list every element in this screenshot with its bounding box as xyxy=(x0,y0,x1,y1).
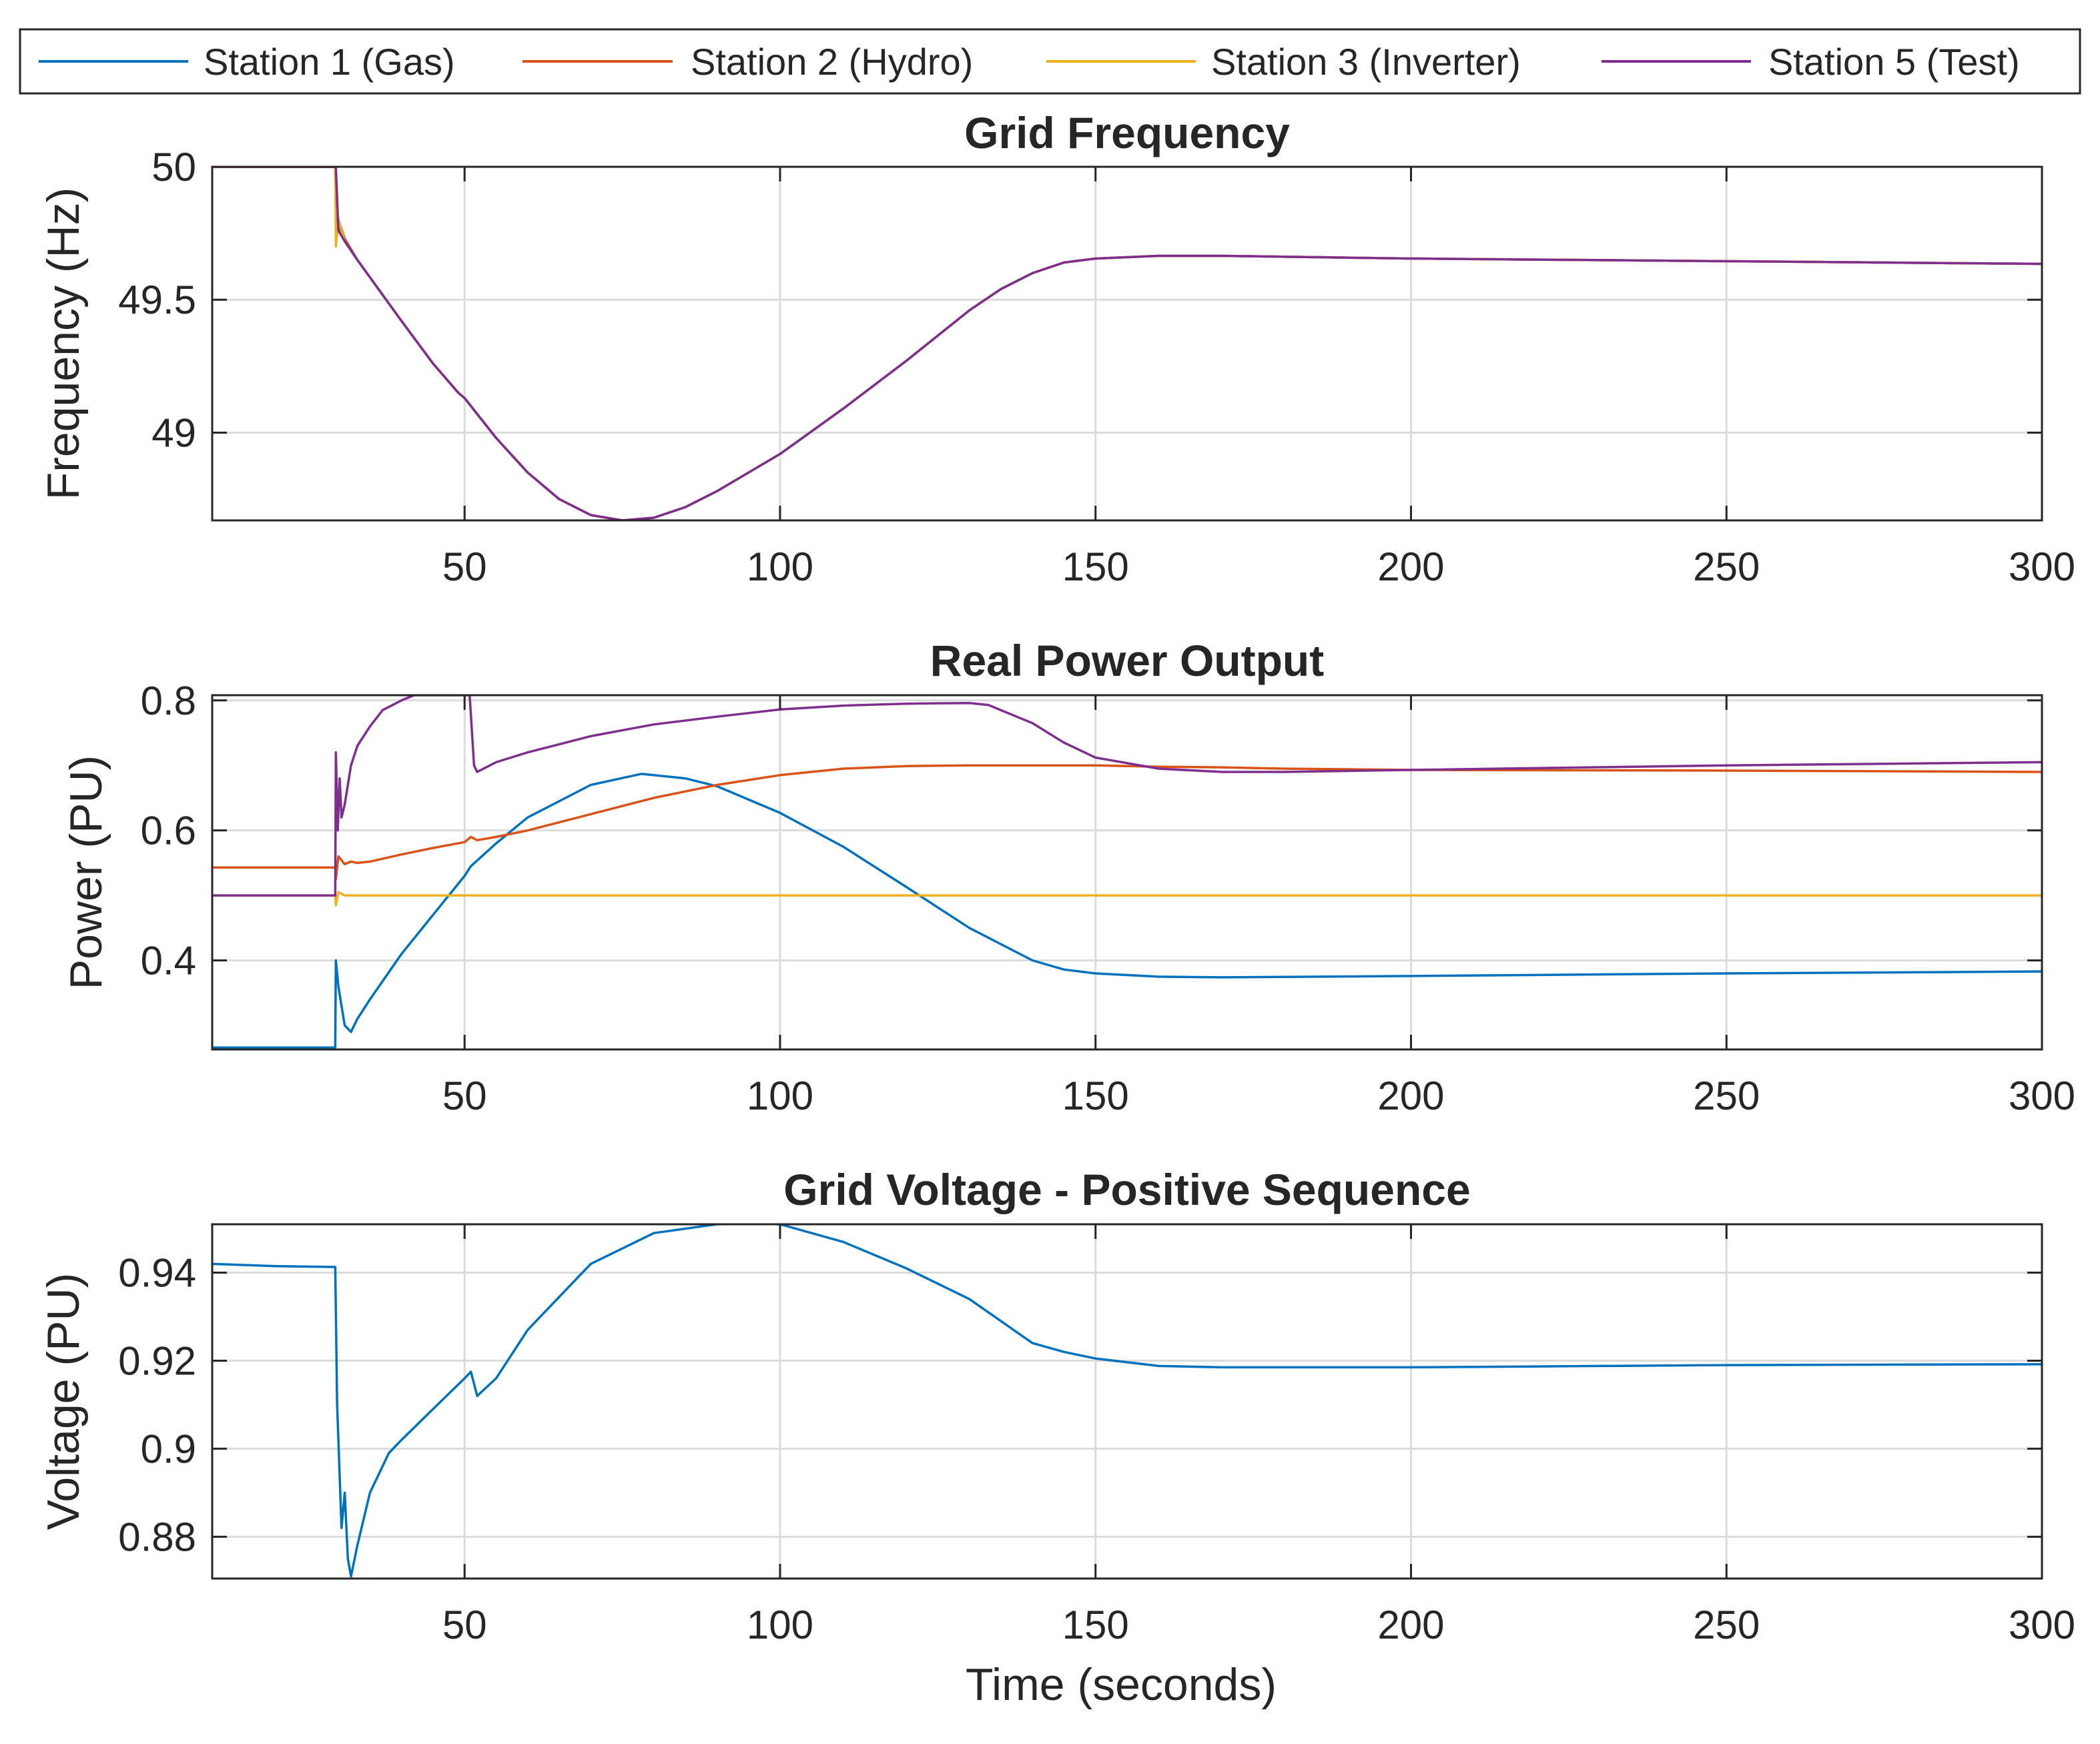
legend-label-station-2: Station 2 (Hydro) xyxy=(691,41,973,83)
voltage-x-tick-label-1: 100 xyxy=(747,1603,813,1647)
frequency-x-tick-label-2: 150 xyxy=(1062,544,1129,589)
legend: Station 1 (Gas) Station 2 (Hydro) Statio… xyxy=(19,28,2081,95)
legend-label-station-1: Station 1 (Gas) xyxy=(204,41,455,83)
voltage-y-tick-label-1: 0.9 xyxy=(141,1426,196,1471)
power-title: Real Power Output xyxy=(930,636,1324,685)
voltage-axes-frame xyxy=(211,1223,2043,1580)
power-y-tick-label-1: 0.6 xyxy=(141,809,196,853)
voltage-y-tick-label-3: 0.94 xyxy=(118,1251,196,1296)
power-y-tick-label-0: 0.4 xyxy=(141,939,196,983)
voltage-x-tick-label-3: 200 xyxy=(1377,1603,1444,1647)
legend-entry-station-1: Station 1 (Gas) xyxy=(39,41,455,83)
power-y-axis-label: Power (PU) xyxy=(61,755,111,989)
frequency-title: Grid Frequency xyxy=(964,108,1290,157)
power-y-tick-label-2: 0.8 xyxy=(141,679,196,723)
voltage-series-station-1-gas xyxy=(212,1224,2042,1578)
power-x-tick-label-2: 150 xyxy=(1062,1073,1129,1118)
power-x-tick-label-3: 200 xyxy=(1377,1073,1444,1118)
panel-grid-voltage: 50 100 150 200 250 300 0.88 0.9 0.92 0.94 Grid Vol… xyxy=(38,1165,2075,1647)
power-series-station-2-hydro xyxy=(212,764,2042,881)
frequency-series-station-3-inverter xyxy=(212,167,2042,520)
voltage-title: Grid Voltage - Positive Sequence xyxy=(783,1165,1470,1214)
frequency-axes-frame xyxy=(211,165,2043,522)
voltage-y-tick-label-0: 0.88 xyxy=(118,1514,196,1559)
power-series-station-5-test xyxy=(212,695,2042,897)
voltage-y-axis-label: Voltage (PU) xyxy=(38,1273,89,1531)
frequency-x-tick-label-4: 250 xyxy=(1693,544,1760,589)
power-x-tick-label-5: 300 xyxy=(2009,1073,2075,1118)
legend-label-station-5: Station 5 (Test) xyxy=(1768,41,2020,83)
power-series-station-3-inverter xyxy=(212,891,2042,907)
frequency-y-tick-label-2: 50 xyxy=(151,145,196,189)
panel-real-power-output: 50 100 150 200 250 300 0.4 0.6 0.8 Real Power Out… xyxy=(61,636,2075,1118)
frequency-x-tick-label-3: 200 xyxy=(1377,544,1444,589)
power-series-station-1-gas xyxy=(212,773,2042,1049)
voltage-series-group xyxy=(212,1224,2042,1578)
frequency-y-tick-label-0: 49 xyxy=(151,410,196,455)
power-x-tick-label-0: 50 xyxy=(442,1073,487,1118)
legend-entry-station-3: Station 3 (Inverter) xyxy=(1046,41,1521,83)
frequency-x-tick-label-5: 300 xyxy=(2009,544,2075,589)
voltage-y-tick-label-2: 0.92 xyxy=(118,1338,196,1383)
power-x-tick-label-1: 100 xyxy=(747,1073,813,1118)
voltage-x-tick-label-5: 300 xyxy=(2009,1603,2075,1647)
panel-grid-frequency: 50 100 150 200 250 300 49 49.5 50 Grid Frequency F… xyxy=(38,108,2075,589)
frequency-y-axis-label: Frequency (Hz) xyxy=(38,187,89,500)
power-series-group xyxy=(212,695,2042,1049)
voltage-x-tick-label-0: 50 xyxy=(442,1603,487,1647)
frequency-y-tick-label-1: 49.5 xyxy=(118,278,196,322)
x-axis-label: Time (seconds) xyxy=(966,1659,1277,1710)
frequency-series-group xyxy=(212,167,2042,520)
frequency-series-station-1-gas xyxy=(212,167,2042,520)
legend-entry-station-5: Station 5 (Test) xyxy=(1602,41,2020,83)
legend-entry-station-2: Station 2 (Hydro) xyxy=(522,41,973,83)
power-x-tick-label-4: 250 xyxy=(1693,1073,1760,1118)
voltage-x-tick-label-4: 250 xyxy=(1693,1603,1760,1647)
legend-label-station-3: Station 3 (Inverter) xyxy=(1211,41,1521,83)
frequency-series-station-2-hydro xyxy=(212,167,2042,520)
frequency-x-tick-label-0: 50 xyxy=(442,544,487,589)
voltage-x-tick-label-2: 150 xyxy=(1062,1603,1129,1647)
power-axes-frame xyxy=(211,694,2043,1051)
frequency-x-tick-label-1: 100 xyxy=(747,544,813,589)
frequency-series-station-5-test xyxy=(212,167,2042,520)
